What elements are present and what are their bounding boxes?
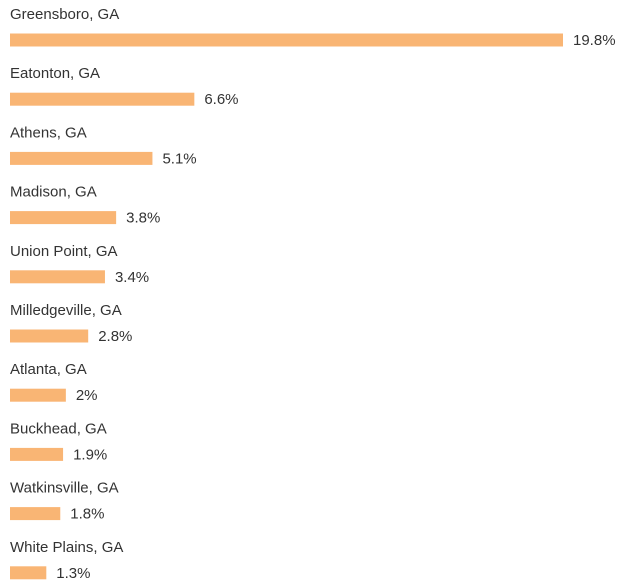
category-label: Madison, GA — [10, 184, 97, 201]
bar — [10, 33, 563, 47]
value-label: 2% — [76, 387, 98, 404]
category-label: Milledgeville, GA — [10, 302, 122, 319]
value-label: 5.1% — [162, 150, 196, 167]
category-label: Atlanta, GA — [10, 361, 87, 378]
bar — [10, 566, 47, 580]
value-label: 19.8% — [573, 32, 616, 49]
category-label: Athens, GA — [10, 124, 87, 141]
category-label: Eatonton, GA — [10, 65, 100, 82]
bar — [10, 329, 89, 343]
category-label: White Plains, GA — [10, 539, 123, 556]
category-label: Union Point, GA — [10, 243, 118, 260]
bar — [10, 447, 64, 461]
value-label: 6.6% — [204, 91, 238, 108]
category-label: Greensboro, GA — [10, 6, 119, 23]
category-label: Buckhead, GA — [10, 420, 107, 437]
category-label: Watkinsville, GA — [10, 480, 119, 497]
bar — [10, 151, 153, 165]
value-label: 3.4% — [115, 269, 149, 286]
bar — [10, 270, 105, 284]
bar — [10, 211, 117, 225]
bar — [10, 388, 66, 402]
bar — [10, 92, 195, 106]
bar — [10, 507, 61, 521]
value-label: 1.8% — [70, 506, 104, 523]
value-label: 1.3% — [56, 565, 90, 581]
value-label: 3.8% — [126, 210, 160, 227]
value-label: 1.9% — [73, 446, 107, 463]
value-label: 2.8% — [98, 328, 132, 345]
